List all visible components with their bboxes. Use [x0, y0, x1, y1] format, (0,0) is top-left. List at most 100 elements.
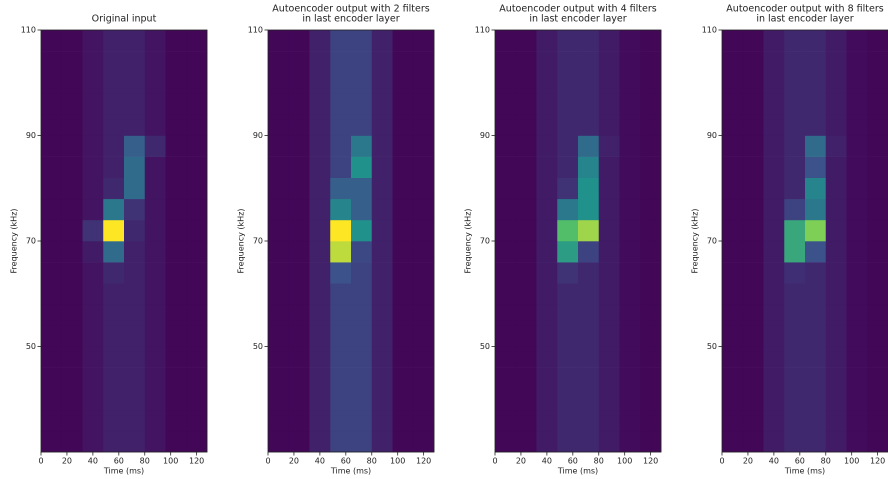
heatmap-cell [371, 430, 393, 453]
heatmap-cell [330, 51, 352, 73]
heatmap-cell [742, 156, 764, 178]
heatmap-cell [371, 156, 393, 178]
heatmap-cell [330, 30, 352, 52]
heatmap-cell [619, 430, 641, 453]
heatmap-cell [784, 262, 806, 284]
heatmap-cell [598, 156, 620, 178]
heatmap-cell [619, 198, 641, 221]
x-tick-label: 20 [516, 457, 526, 466]
heatmap-cell [392, 388, 414, 411]
heatmap-cell [309, 177, 331, 200]
heatmap-cell [392, 409, 414, 432]
heatmap-cell [805, 177, 827, 200]
heatmap-cell [371, 51, 393, 73]
heatmap-cell [186, 219, 208, 242]
heatmap-cell [82, 430, 104, 453]
heatmap-cell [742, 325, 764, 347]
heatmap-cell [805, 198, 827, 221]
x-tick-label: 0 [719, 457, 724, 466]
heatmap-cell [742, 388, 764, 411]
heatmap-cell [722, 156, 744, 178]
x-tick-label: 80 [367, 457, 377, 466]
heatmap-cell [82, 177, 104, 200]
heatmap-cell [867, 30, 888, 52]
heatmap-cell [103, 51, 125, 73]
heatmap-cell [309, 30, 331, 52]
heatmap-cell [165, 219, 187, 242]
heatmap-cell [288, 367, 310, 389]
heatmap-cell [124, 367, 146, 389]
heatmap-cell [186, 262, 208, 284]
heatmap-cell [784, 346, 806, 368]
heatmap-cell [392, 430, 414, 453]
heatmap-cell [557, 262, 579, 284]
heatmap-cell [124, 409, 146, 432]
heatmap-cell [763, 114, 785, 136]
heatmap-cell [144, 135, 166, 157]
heatmap-cell [268, 409, 290, 432]
heatmap-cell [41, 30, 63, 52]
heatmap-cell [165, 198, 187, 221]
panel-title: Autoencoder output with 4 filters [499, 4, 656, 15]
heatmap-cell [165, 304, 187, 326]
heatmap-cell [144, 177, 166, 200]
heatmap-cell [309, 262, 331, 284]
heatmap-cell [82, 198, 104, 221]
heatmap-cell [330, 304, 352, 326]
heatmap-cell [515, 283, 537, 305]
heatmap-cell [186, 198, 208, 221]
heatmap-cell [867, 346, 888, 368]
heatmap-cell [288, 114, 310, 136]
heatmap-cell [515, 198, 537, 221]
heatmap-cell [41, 135, 63, 157]
heatmap-cell [784, 177, 806, 200]
heatmap-cell [619, 325, 641, 347]
heatmap-cell [82, 241, 104, 263]
heatmap-cell [61, 388, 83, 411]
heatmap-cell [309, 72, 331, 94]
heatmap-cell [763, 51, 785, 73]
heatmap-cell [578, 367, 600, 389]
heatmap-cell [103, 241, 125, 263]
x-tick-label: 120 [189, 457, 204, 466]
heatmap-cell [351, 72, 373, 94]
heatmap-cell [82, 346, 104, 368]
heatmap-cell [392, 241, 414, 263]
heatmap-cell [846, 30, 868, 52]
heatmap-cell [392, 177, 414, 200]
heatmap-cell [825, 262, 847, 284]
heatmap-cell [846, 388, 868, 411]
heatmap-cell [82, 135, 104, 157]
heatmap-cell [351, 430, 373, 453]
heatmap-cell [640, 30, 662, 52]
heatmap-cell [186, 30, 208, 52]
heatmap-cell [186, 241, 208, 263]
heatmap-cell [598, 409, 620, 432]
heatmap-cell [495, 430, 517, 453]
heatmap-cell [578, 409, 600, 432]
heatmap-cell [392, 114, 414, 136]
heatmap-cell [867, 283, 888, 305]
heatmap-cell [61, 219, 83, 242]
heatmap-cell [722, 304, 744, 326]
heatmap-cell [288, 198, 310, 221]
heatmap-cell [268, 93, 290, 115]
heatmap-cell [557, 304, 579, 326]
heatmap-cell [515, 30, 537, 52]
heatmap-cell [392, 156, 414, 178]
heatmap-cell [41, 177, 63, 200]
heatmap-cell [578, 219, 600, 242]
heatmap-cell [41, 72, 63, 94]
heatmap-cell [124, 304, 146, 326]
heatmap-cell [41, 409, 63, 432]
y-tick-label: 90 [26, 131, 36, 140]
heatmap-cell [144, 51, 166, 73]
heatmap-cell [763, 241, 785, 263]
heatmap-cell [515, 219, 537, 242]
heatmap-cell [351, 93, 373, 115]
heatmap-cell [413, 430, 435, 453]
heatmap-cell [288, 51, 310, 73]
heatmap-cell [124, 114, 146, 136]
heatmap-cell [742, 304, 764, 326]
heatmap-cell [144, 367, 166, 389]
